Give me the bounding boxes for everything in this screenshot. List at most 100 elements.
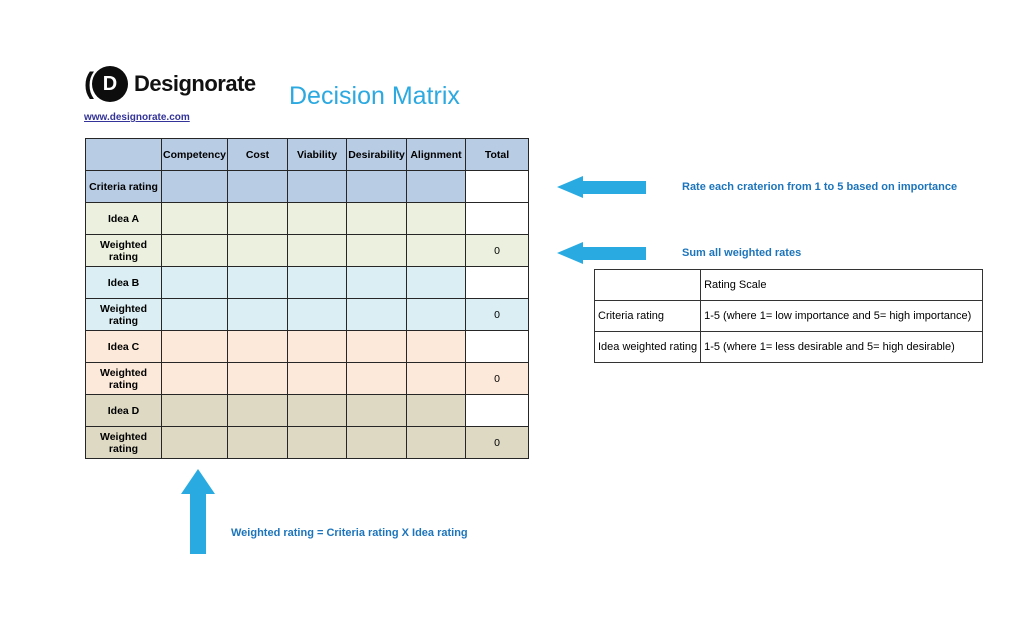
matrix-cell[interactable]: [287, 330, 348, 363]
total-cell: 0: [465, 426, 530, 459]
matrix-cell[interactable]: [346, 298, 408, 331]
matrix-cell[interactable]: [406, 330, 467, 363]
total-cell: [465, 202, 530, 235]
column-header-total: Total: [465, 138, 530, 171]
row-label: Idea A: [85, 202, 162, 235]
column-header-cost: Cost: [227, 138, 289, 171]
matrix-cell[interactable]: [160, 266, 229, 299]
row-label: Weighted rating: [85, 426, 162, 459]
page-title: Decision Matrix: [289, 82, 460, 110]
matrix-cell[interactable]: [287, 394, 348, 427]
annotation-weighted-formula: Weighted rating = Criteria rating X Idea…: [231, 527, 468, 539]
column-header-competency: Competency: [160, 138, 229, 171]
rating-scale-table: Rating Scale Criteria rating 1-5 (where 1=…: [593, 269, 984, 363]
matrix-cell[interactable]: [287, 170, 348, 203]
matrix-cell[interactable]: [346, 202, 408, 235]
matrix-cell[interactable]: [227, 170, 289, 203]
matrix-cell[interactable]: [160, 202, 229, 235]
designorate-d-logo-icon: ( D: [84, 66, 128, 102]
matrix-cell[interactable]: [406, 234, 467, 267]
matrix-cell[interactable]: [406, 426, 467, 459]
row-label: Weighted rating: [85, 362, 162, 395]
total-cell: [465, 394, 530, 427]
matrix-cell[interactable]: [227, 426, 289, 459]
matrix-cell[interactable]: [346, 170, 408, 203]
arrow-left-icon: [557, 242, 646, 264]
matrix-cell[interactable]: [346, 330, 408, 363]
matrix-cell[interactable]: [160, 170, 229, 203]
matrix-header-row: Competency Cost Viability Desirability Align…: [85, 138, 530, 171]
matrix-cell[interactable]: [346, 426, 408, 459]
total-cell: [465, 330, 530, 363]
total-cell: 0: [465, 234, 530, 267]
matrix-row: Idea A: [85, 202, 530, 235]
annotation-sum-weighted: Sum all weighted rates: [682, 247, 802, 259]
arrow-up-icon: [181, 469, 215, 554]
total-cell: [465, 266, 530, 299]
matrix-row: Idea B: [85, 266, 530, 299]
total-cell: [465, 170, 530, 203]
matrix-cell[interactable]: [287, 426, 348, 459]
matrix-row: Weighted rating 0: [85, 298, 530, 331]
matrix-cell[interactable]: [160, 330, 229, 363]
matrix-cell[interactable]: [406, 362, 467, 395]
matrix-cell[interactable]: [160, 394, 229, 427]
total-cell: 0: [465, 298, 530, 331]
column-header-alignment: Alignment: [406, 138, 467, 171]
matrix-cell[interactable]: [346, 234, 408, 267]
matrix-cell[interactable]: [227, 266, 289, 299]
row-label: Idea C: [85, 330, 162, 363]
matrix-cell[interactable]: [346, 362, 408, 395]
matrix-cell[interactable]: [160, 298, 229, 331]
matrix-cell[interactable]: [227, 202, 289, 235]
matrix-cell[interactable]: [287, 202, 348, 235]
matrix-cell[interactable]: [227, 330, 289, 363]
matrix-cell[interactable]: [287, 234, 348, 267]
matrix-cell[interactable]: [287, 298, 348, 331]
row-label: Weighted rating: [85, 298, 162, 331]
website-link[interactable]: www.designorate.com: [84, 112, 190, 123]
matrix-cell[interactable]: [160, 234, 229, 267]
arrow-left-icon: [557, 176, 646, 198]
rating-scale-description: 1-5 (where 1= less desirable and 5= high…: [700, 331, 984, 363]
matrix-cell[interactable]: [287, 362, 348, 395]
designorate-logo: ( D Designorate: [84, 66, 256, 102]
matrix-header-corner: [85, 138, 162, 171]
rating-scale-title: Rating Scale: [700, 269, 984, 301]
total-cell: 0: [465, 362, 530, 395]
column-header-desirability: Desirability: [346, 138, 408, 171]
matrix-row: Weighted rating 0: [85, 426, 530, 459]
decision-matrix-table: Competency Cost Viability Desirability Align…: [85, 138, 530, 459]
matrix-cell[interactable]: [160, 426, 229, 459]
row-label: Idea D: [85, 394, 162, 427]
rating-scale-description: 1-5 (where 1= low importance and 5= high…: [700, 300, 984, 332]
matrix-row: Criteria rating: [85, 170, 530, 203]
rating-scale-label: Idea weighted rating: [593, 331, 702, 363]
matrix-cell[interactable]: [227, 394, 289, 427]
matrix-row: Idea C: [85, 330, 530, 363]
rating-scale-row: Idea weighted rating 1-5 (where 1= less d…: [593, 331, 984, 363]
matrix-cell[interactable]: [227, 362, 289, 395]
matrix-cell[interactable]: [287, 266, 348, 299]
matrix-cell[interactable]: [227, 234, 289, 267]
row-label: Weighted rating: [85, 234, 162, 267]
matrix-cell[interactable]: [346, 394, 408, 427]
row-label: Criteria rating: [85, 170, 162, 203]
rating-scale-blank-cell: [593, 269, 702, 301]
matrix-cell[interactable]: [227, 298, 289, 331]
matrix-cell[interactable]: [406, 394, 467, 427]
matrix-cell[interactable]: [406, 298, 467, 331]
matrix-cell[interactable]: [346, 266, 408, 299]
matrix-cell[interactable]: [406, 266, 467, 299]
matrix-cell[interactable]: [406, 170, 467, 203]
matrix-row: Weighted rating 0: [85, 234, 530, 267]
matrix-row: Idea D: [85, 394, 530, 427]
logo-text: Designorate: [134, 71, 256, 96]
matrix-cell[interactable]: [406, 202, 467, 235]
matrix-row: Weighted rating 0: [85, 362, 530, 395]
matrix-cell[interactable]: [160, 362, 229, 395]
column-header-viability: Viability: [287, 138, 348, 171]
annotation-rate-criteria: Rate each craterion from 1 to 5 based on…: [682, 181, 958, 193]
row-label: Idea B: [85, 266, 162, 299]
